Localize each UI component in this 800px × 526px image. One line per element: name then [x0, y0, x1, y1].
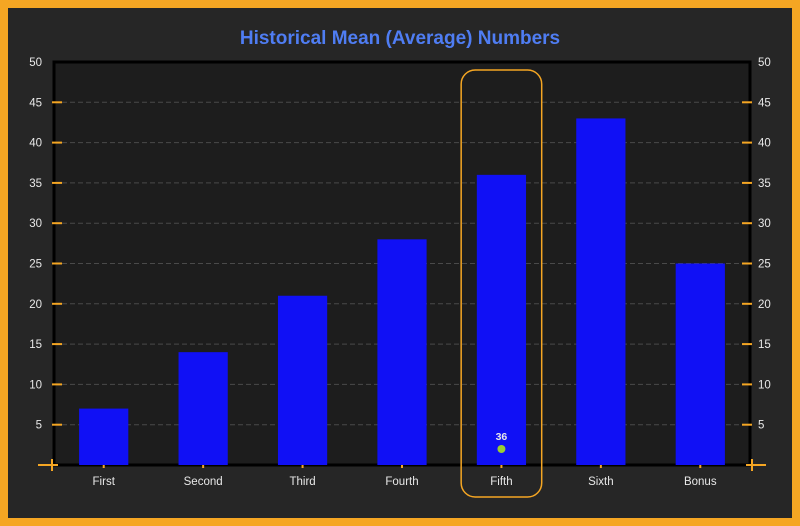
y-tick-label-right: 35	[758, 178, 771, 190]
y-tick-label-right: 45	[758, 97, 771, 109]
selected-value-label: 36	[496, 431, 508, 443]
y-tick-label-left: 30	[29, 218, 42, 230]
x-tick-label: Bonus	[684, 476, 717, 488]
y-tick-label-right: 30	[758, 218, 771, 230]
x-tick-label: Third	[289, 476, 315, 488]
chart-title: Historical Mean (Average) Numbers	[239, 28, 561, 49]
axis-labels: 5 5 10 10 15 15 20 20 25 25 30 30 35 35 40 40 45 45 50 50 Fi…	[29, 57, 771, 488]
x-tick-label: Fourth	[385, 476, 418, 488]
y-tick-label-left: 5	[36, 420, 42, 432]
bar-fourth[interactable]	[377, 239, 427, 465]
y-tick-label-right: 10	[758, 379, 771, 391]
y-tick-label-right: 15	[758, 339, 771, 351]
x-tick-label: First	[93, 476, 116, 488]
bars	[79, 118, 725, 466]
bar-third[interactable]	[277, 295, 328, 465]
y-tick-label-right: 40	[758, 138, 771, 150]
bar-sixth[interactable]	[576, 118, 626, 466]
y-tick-label-left: 20	[29, 299, 42, 311]
y-tick-label-left: 40	[29, 138, 42, 150]
highlight-outline	[460, 69, 543, 498]
y-tick-label-right: 50	[758, 57, 771, 69]
x-tick-label: Sixth	[588, 476, 614, 488]
y-tick-label-left: 15	[29, 339, 42, 351]
y-tick-label-left: 25	[29, 259, 42, 271]
y-tick-label-left: 50	[29, 57, 42, 69]
y-tick-label-left: 45	[29, 97, 42, 109]
bar-fifth[interactable]	[476, 174, 527, 465]
selected-marker	[497, 445, 506, 453]
bar-first[interactable]	[79, 408, 129, 465]
y-tick-label-left: 35	[29, 178, 42, 190]
bar-second[interactable]	[178, 352, 228, 465]
y-tick-label-right: 20	[758, 299, 771, 311]
y-tick-label-right: 25	[758, 259, 771, 271]
bar-bonus[interactable]	[675, 263, 725, 466]
y-tick-label-left: 10	[29, 379, 42, 391]
y-tick-label-right: 5	[758, 420, 764, 432]
x-tick-label: Second	[184, 476, 223, 488]
highlight-overlay: 36	[460, 69, 543, 498]
x-tick-label: Fifth	[490, 476, 512, 488]
